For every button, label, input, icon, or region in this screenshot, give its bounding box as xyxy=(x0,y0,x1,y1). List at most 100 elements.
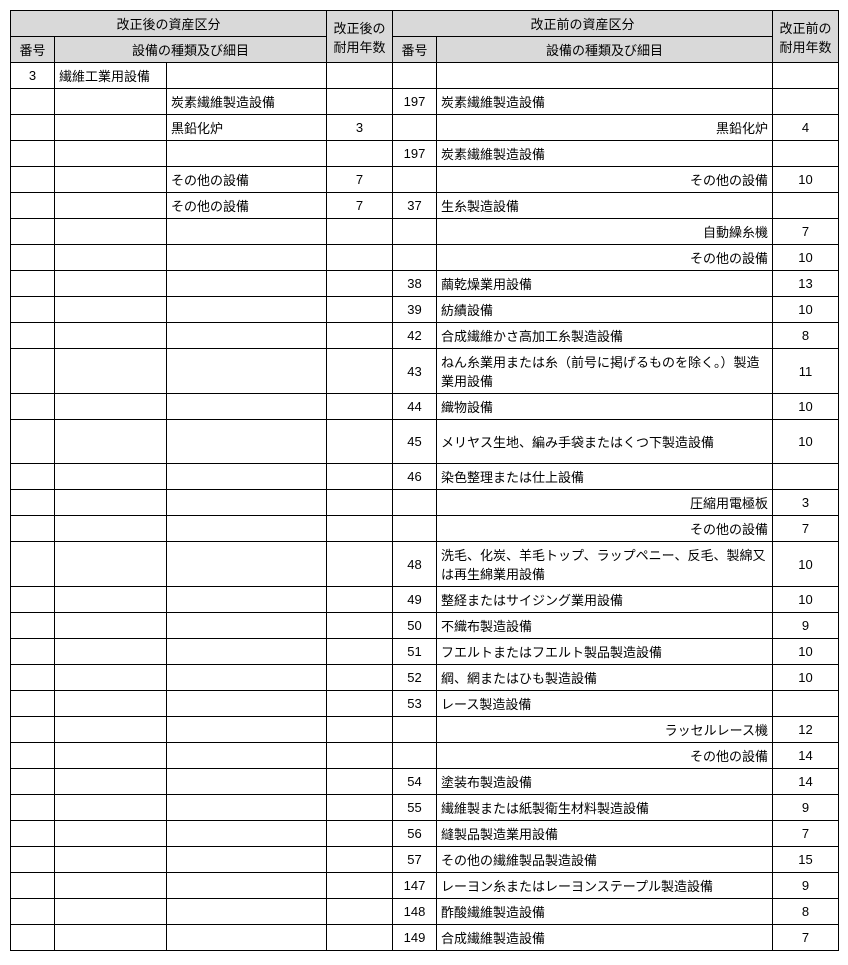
b-num xyxy=(393,743,437,769)
b-life: 10 xyxy=(773,394,839,420)
b-num: 148 xyxy=(393,899,437,925)
a-sub: その他の設備 xyxy=(167,193,327,219)
a-num xyxy=(11,769,55,795)
b-life: 10 xyxy=(773,167,839,193)
a-num xyxy=(11,925,55,951)
b-life: 14 xyxy=(773,769,839,795)
b-desc: 黒鉛化炉 xyxy=(437,115,773,141)
a-life xyxy=(327,394,393,420)
a-num xyxy=(11,464,55,490)
b-life: 7 xyxy=(773,925,839,951)
b-num: 52 xyxy=(393,665,437,691)
b-desc: レーヨン糸またはレーヨンステープル製造設備 xyxy=(437,873,773,899)
a-cat: 繊維工業用設備 xyxy=(55,63,167,89)
b-num: 46 xyxy=(393,464,437,490)
table-row: 炭素繊維製造設備197炭素繊維製造設備 xyxy=(11,89,839,115)
a-sub xyxy=(167,542,327,587)
a-cat xyxy=(55,490,167,516)
table-body: 3繊維工業用設備炭素繊維製造設備197炭素繊維製造設備黒鉛化炉3黒鉛化炉4197… xyxy=(11,63,839,951)
hdr-after-num: 番号 xyxy=(11,37,55,63)
a-num xyxy=(11,297,55,323)
a-cat xyxy=(55,665,167,691)
b-life: 9 xyxy=(773,613,839,639)
a-num xyxy=(11,795,55,821)
a-cat xyxy=(55,925,167,951)
b-num: 197 xyxy=(393,89,437,115)
b-desc: 炭素繊維製造設備 xyxy=(437,89,773,115)
a-cat xyxy=(55,516,167,542)
a-num xyxy=(11,613,55,639)
a-num xyxy=(11,245,55,271)
b-num xyxy=(393,490,437,516)
table-row: 56縫製品製造業用設備7 xyxy=(11,821,839,847)
a-sub xyxy=(167,141,327,167)
b-life: 7 xyxy=(773,516,839,542)
table-row: 50不織布製造設備9 xyxy=(11,613,839,639)
a-life xyxy=(327,245,393,271)
b-desc: 繊維製または紙製衛生材料製造設備 xyxy=(437,795,773,821)
a-cat xyxy=(55,691,167,717)
a-life xyxy=(327,873,393,899)
b-desc: フエルトまたはフエルト製品製造設備 xyxy=(437,639,773,665)
b-life xyxy=(773,691,839,717)
a-num xyxy=(11,516,55,542)
b-life: 10 xyxy=(773,665,839,691)
b-desc: 塗装布製造設備 xyxy=(437,769,773,795)
b-life xyxy=(773,193,839,219)
a-cat xyxy=(55,613,167,639)
b-desc: 炭素繊維製造設備 xyxy=(437,141,773,167)
b-desc: 合成繊維かさ高加工糸製造設備 xyxy=(437,323,773,349)
table-row: 55繊維製または紙製衛生材料製造設備9 xyxy=(11,795,839,821)
table-row: 49整経またはサイジング業用設備10 xyxy=(11,587,839,613)
a-sub xyxy=(167,899,327,925)
b-life: 3 xyxy=(773,490,839,516)
table-row: 自動繰糸機7 xyxy=(11,219,839,245)
a-life xyxy=(327,925,393,951)
b-num: 48 xyxy=(393,542,437,587)
b-num: 56 xyxy=(393,821,437,847)
a-sub xyxy=(167,297,327,323)
b-num xyxy=(393,63,437,89)
a-cat xyxy=(55,542,167,587)
a-sub xyxy=(167,63,327,89)
a-cat xyxy=(55,464,167,490)
a-cat xyxy=(55,193,167,219)
b-desc: 縫製品製造業用設備 xyxy=(437,821,773,847)
a-life: 3 xyxy=(327,115,393,141)
a-life xyxy=(327,516,393,542)
b-desc: 繭乾燥業用設備 xyxy=(437,271,773,297)
b-desc: 圧縮用電極板 xyxy=(437,490,773,516)
b-life: 10 xyxy=(773,297,839,323)
a-cat xyxy=(55,639,167,665)
b-num: 57 xyxy=(393,847,437,873)
b-life: 9 xyxy=(773,873,839,899)
hdr-after-equip: 設備の種類及び細目 xyxy=(55,37,327,63)
b-num xyxy=(393,167,437,193)
a-life xyxy=(327,89,393,115)
a-life: 7 xyxy=(327,193,393,219)
a-num xyxy=(11,141,55,167)
a-life xyxy=(327,141,393,167)
a-sub xyxy=(167,490,327,516)
b-num: 45 xyxy=(393,420,437,464)
b-desc: ねん糸業用または糸（前号に掲げるものを除く。）製造業用設備 xyxy=(437,349,773,394)
b-life: 7 xyxy=(773,821,839,847)
a-sub xyxy=(167,394,327,420)
a-life xyxy=(327,490,393,516)
a-sub xyxy=(167,873,327,899)
b-life: 10 xyxy=(773,542,839,587)
a-num xyxy=(11,115,55,141)
b-life xyxy=(773,464,839,490)
table-row: 46染色整理または仕上設備 xyxy=(11,464,839,490)
table-row: 38繭乾燥業用設備13 xyxy=(11,271,839,297)
b-life: 14 xyxy=(773,743,839,769)
b-life: 12 xyxy=(773,717,839,743)
useful-life-table: 改正後の資産区分 改正後の耐用年数 改正前の資産区分 改正前の耐用年数 番号 設… xyxy=(10,10,839,951)
b-life: 8 xyxy=(773,899,839,925)
b-num xyxy=(393,115,437,141)
a-life xyxy=(327,899,393,925)
a-life xyxy=(327,63,393,89)
a-num xyxy=(11,873,55,899)
b-num: 49 xyxy=(393,587,437,613)
a-sub xyxy=(167,219,327,245)
